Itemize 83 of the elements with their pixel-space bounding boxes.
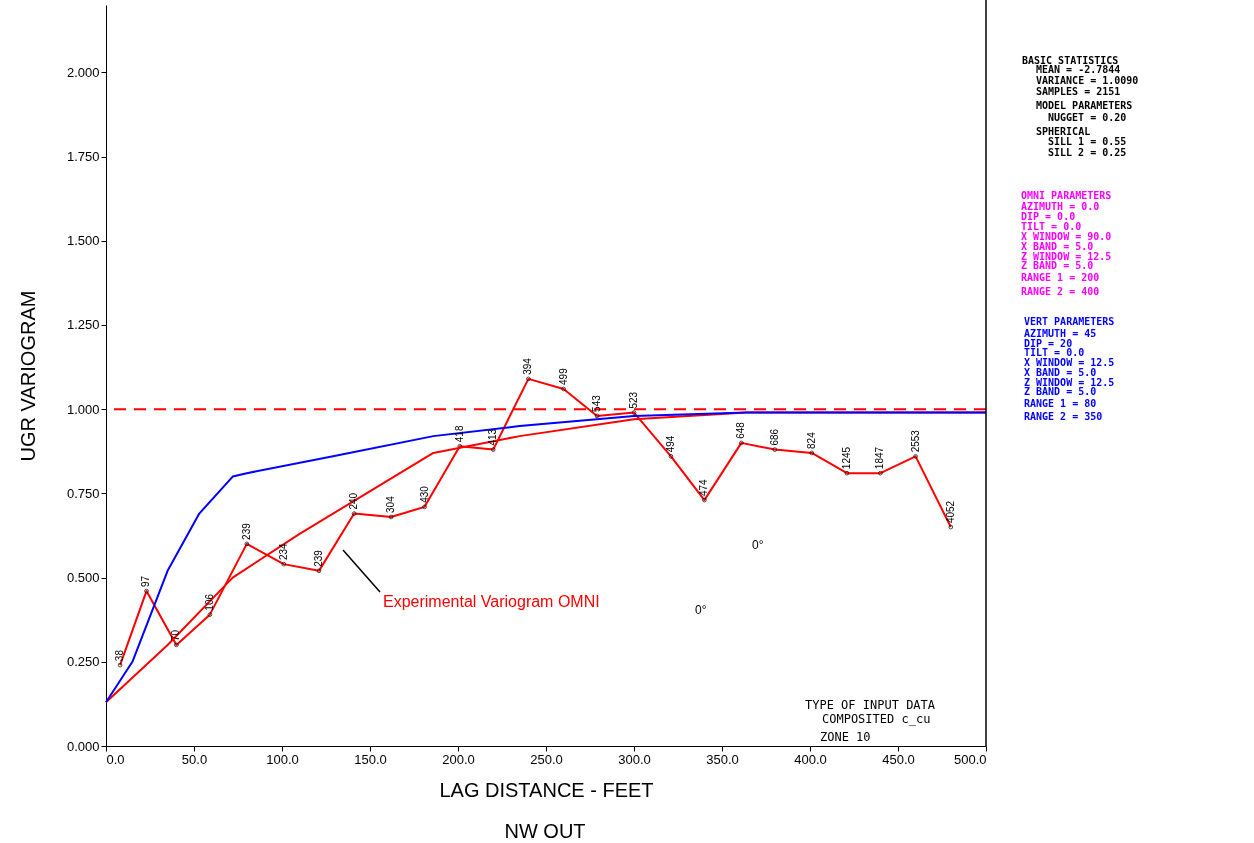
text: SILL 1 = 0.55	[1048, 136, 1127, 147]
text: Z WINDOW = 12.5	[1024, 377, 1115, 388]
x-tick-label: 100.0	[266, 751, 299, 767]
annotation: 499	[557, 367, 569, 385]
text: NUGGET = 0.20	[1048, 112, 1127, 123]
annotation: TYPE OF INPUT DATA	[805, 698, 936, 712]
x-tick-label: 200.0	[442, 751, 475, 767]
annotation: 97	[140, 575, 152, 588]
text: SAMPLES = 2151	[1036, 86, 1121, 97]
annotation: 824	[805, 431, 817, 449]
annotation: 413	[487, 428, 499, 446]
x-tick-label: 50.0	[181, 751, 208, 767]
annotation: 686	[768, 428, 780, 446]
x-tick-label: 250.0	[530, 751, 563, 767]
text: X BAND = 5.0	[1021, 241, 1094, 252]
annotation: 2553	[909, 429, 921, 453]
text: AZIMUTH = 0.0	[1021, 201, 1100, 212]
text: DIP = 0.0	[1021, 211, 1076, 222]
annotation: 1847	[874, 446, 886, 470]
y-tick-label: 0.500	[66, 570, 100, 586]
text: NW OUT	[504, 820, 586, 842]
annotation: 648	[735, 421, 747, 439]
y-tick-label: 1.500	[66, 233, 100, 249]
text: RANGE 2 = 350	[1024, 411, 1103, 422]
y-axis-title: UGR VARIOGRAM	[16, 290, 39, 462]
annotation: 418	[453, 425, 465, 443]
text: SILL 2 = 0.25	[1048, 147, 1127, 158]
annotation: 304	[385, 495, 397, 513]
text: RANGE 2 = 400	[1021, 286, 1100, 297]
text: BASIC STATISTICS	[1022, 55, 1119, 66]
y-tick-label: 0.750	[66, 485, 100, 501]
text: VERT PARAMETERS	[1024, 316, 1115, 327]
x-tick-label: 400.0	[794, 751, 827, 767]
x-tick-label: 300.0	[618, 751, 651, 767]
annotation: 234	[277, 543, 289, 561]
text: TILT = 0.0	[1024, 347, 1085, 358]
text: OMNI PARAMETERS	[1021, 190, 1112, 201]
text: TILT = 0.0	[1021, 221, 1082, 232]
text: X WINDOW = 90.0	[1021, 231, 1112, 242]
x-tick-label: 500.0	[953, 751, 987, 767]
annotation: COMPOSITED c_cu	[822, 712, 931, 726]
text: RANGE 1 = 80	[1024, 398, 1097, 409]
annotation: 394	[522, 357, 534, 375]
annotation: 523	[628, 391, 639, 409]
annotation: 38	[114, 649, 126, 662]
text: VARIANCE = 1.0090	[1036, 75, 1139, 86]
x-tick-label: 0.0	[106, 751, 125, 767]
annotation: ZONE 10	[820, 730, 871, 744]
annotation: 70	[170, 629, 182, 641]
text: MEAN = -2.7844	[1036, 64, 1121, 75]
text: Z WINDOW = 12.5	[1021, 251, 1112, 262]
text: Experimental Variogram OMNI	[383, 593, 600, 610]
annotation: 474	[698, 479, 710, 497]
annotation: 239	[312, 549, 324, 567]
text: Z BAND = 5.0	[1021, 260, 1094, 271]
text: MODEL PARAMETERS	[1036, 100, 1133, 111]
annotation: 430	[418, 485, 430, 503]
text: RANGE 1 = 200	[1021, 272, 1100, 283]
annotation: 4052	[944, 500, 956, 524]
annotation: 106	[203, 593, 215, 611]
x-tick-label: 150.0	[354, 751, 387, 767]
annotation: 543	[591, 394, 603, 412]
text: DIP = 20	[1024, 338, 1073, 349]
text: X WINDOW = 12.5	[1024, 357, 1115, 368]
text: Z BAND = 5.0	[1024, 386, 1097, 397]
y-tick-label: 1.000	[66, 401, 100, 417]
text: X BAND = 5.0	[1024, 367, 1097, 378]
annotation: 240	[348, 492, 360, 510]
y-tick-label: 2.000	[66, 64, 100, 80]
text: AZIMUTH = 45	[1024, 328, 1097, 339]
text: SPHERICAL	[1036, 126, 1091, 137]
x-tick-label: 350.0	[706, 751, 739, 767]
y-tick-label: 0.250	[66, 654, 100, 670]
x-tick-label: 450.0	[882, 751, 915, 767]
annotation: 0°	[752, 538, 764, 552]
x-axis-title: LAG DISTANCE - FEET	[439, 778, 654, 801]
y-tick-label: 1.750	[66, 149, 100, 165]
annotation: 0°	[695, 603, 707, 617]
annotation: 1245	[840, 446, 852, 470]
annotation: 494	[664, 435, 676, 453]
y-tick-label: 0.000	[66, 738, 100, 754]
annotation: 239	[240, 522, 252, 540]
y-tick-label: 1.250	[66, 317, 100, 333]
